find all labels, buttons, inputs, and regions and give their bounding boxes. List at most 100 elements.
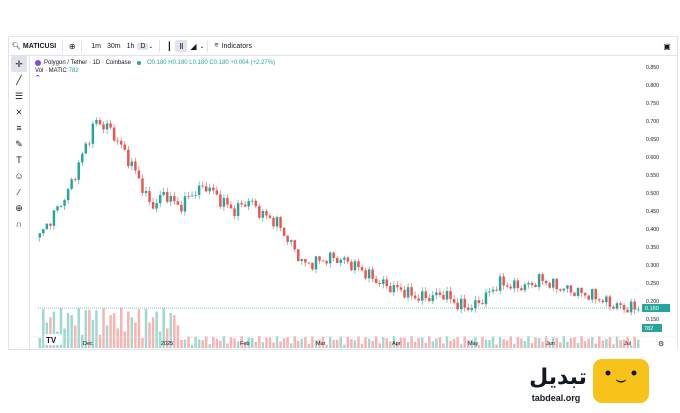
- volume-bar: [254, 342, 258, 348]
- volume-bar: [505, 340, 509, 348]
- area-style-icon[interactable]: ◢: [190, 41, 197, 51]
- candle: [59, 205, 63, 207]
- volume-bar: [353, 340, 357, 348]
- candle: [332, 252, 335, 259]
- candle: [435, 292, 438, 296]
- volume-bar: [282, 338, 286, 348]
- volume-bar: [491, 336, 495, 348]
- trend-line-icon[interactable]: ╱: [16, 74, 22, 85]
- volume-bar: [509, 336, 512, 348]
- price-tick: 0.200: [646, 299, 659, 305]
- candle: [208, 187, 211, 192]
- volume-bar: [456, 336, 459, 348]
- candle: [573, 292, 576, 296]
- volume-bar: [173, 315, 176, 348]
- ruler-icon[interactable]: ∕: [18, 187, 20, 197]
- candle: [127, 149, 130, 167]
- volume-bar: [559, 342, 562, 348]
- candle: [247, 201, 250, 207]
- volume-bar: [77, 308, 80, 348]
- emoji-icon[interactable]: ☺: [14, 171, 24, 181]
- symbol-search[interactable]: 🔍︎ MATICUSI: [9, 37, 59, 55]
- candle-style-icon[interactable]: Ⅱ: [175, 40, 188, 52]
- timeframe-1h[interactable]: 1h: [126, 42, 135, 50]
- candle: [215, 190, 219, 195]
- add-symbol-icon[interactable]: ⊕: [68, 41, 76, 51]
- volume-bar: [615, 336, 619, 348]
- candle: [81, 153, 84, 163]
- text-tool-icon[interactable]: T: [16, 155, 22, 165]
- volume-bar: [605, 338, 608, 348]
- candle: [158, 194, 162, 204]
- volume-bar: [233, 338, 236, 348]
- candle: [399, 287, 403, 290]
- collapse-legend-icon[interactable]: ⌃: [35, 75, 41, 82]
- indicators-button[interactable]: ⩳ Indicators: [211, 37, 254, 55]
- candle: [523, 284, 527, 291]
- volume-bar: [130, 317, 134, 348]
- volume-bar: [612, 344, 615, 348]
- volume-bar: [633, 336, 636, 348]
- volume-bar: [346, 336, 350, 348]
- candle: [123, 144, 126, 150]
- volume-bar: [166, 328, 169, 348]
- fib-retracement-icon[interactable]: ≡: [16, 123, 22, 133]
- volume-legend-row: Vol · MATIC 782: [35, 67, 275, 75]
- candle: [396, 284, 399, 288]
- candle: [304, 258, 307, 263]
- camera-icon[interactable]: ▣: [663, 41, 671, 51]
- current-price-label: 0.180: [645, 306, 659, 312]
- crosshair-icon[interactable]: ✛: [11, 56, 27, 72]
- zoom-in-icon[interactable]: ⊕: [15, 202, 23, 213]
- chevron-down-icon[interactable]: ⌄: [148, 43, 154, 50]
- volume-bar: [212, 336, 215, 348]
- volume-bar: [385, 338, 389, 348]
- price-tick: 0.650: [646, 137, 659, 143]
- candle: [378, 282, 381, 285]
- time-tick: Jun: [546, 341, 555, 347]
- candle: [144, 190, 148, 193]
- candle: [442, 294, 445, 300]
- candle: [275, 217, 279, 227]
- timeframe-1m[interactable]: 1m: [91, 42, 101, 50]
- candle: [385, 279, 389, 287]
- price-tick: 0.350: [646, 245, 659, 251]
- volume-bar: [530, 343, 534, 348]
- volume-bar: [371, 340, 374, 348]
- horizontal-lines-icon[interactable]: ☰: [14, 90, 24, 101]
- volume-bar: [523, 341, 527, 348]
- candle: [130, 161, 134, 167]
- candle: [456, 302, 459, 310]
- volume-value: 782: [68, 68, 79, 74]
- candle: [626, 309, 629, 313]
- candle: [38, 233, 42, 238]
- candle: [420, 291, 424, 301]
- timeframe-30m[interactable]: 30m: [106, 42, 121, 50]
- magnet-icon[interactable]: ∩: [15, 219, 23, 229]
- current-volume-badge: [642, 324, 662, 332]
- indicators-label: Indicators: [221, 42, 252, 50]
- pitchfork-icon[interactable]: ⨯: [15, 106, 23, 117]
- settings-gear-icon[interactable]: ⚙: [658, 340, 664, 348]
- volume-bar: [187, 336, 190, 348]
- bar-style-icon[interactable]: ┃: [167, 41, 172, 51]
- volume-bar: [566, 341, 569, 348]
- candle: [155, 203, 158, 209]
- volume-bar: [513, 343, 516, 348]
- candle: [166, 191, 169, 202]
- candle: [112, 127, 116, 141]
- price-chart[interactable]: 0.850 0.800 0.750 0.700 0.650 0.600 0.550 0.500…: [30, 56, 677, 349]
- volume-bar: [247, 337, 250, 348]
- time-tick: May: [468, 341, 479, 347]
- candle: [137, 170, 141, 179]
- price-tick: 0.600: [646, 155, 659, 161]
- candle: [314, 256, 318, 270]
- brush-icon[interactable]: ✎: [15, 138, 23, 149]
- volume-bar: [314, 340, 318, 348]
- price-axis: 0.850 0.800 0.750 0.700 0.650 0.600 0.550 0.500…: [642, 65, 670, 332]
- timeframe-d[interactable]: D: [137, 42, 149, 50]
- volume-bar: [318, 339, 321, 348]
- volume-bar: [158, 331, 162, 348]
- chevron-down-icon[interactable]: ⌄: [199, 43, 205, 50]
- volume-bar: [445, 336, 449, 348]
